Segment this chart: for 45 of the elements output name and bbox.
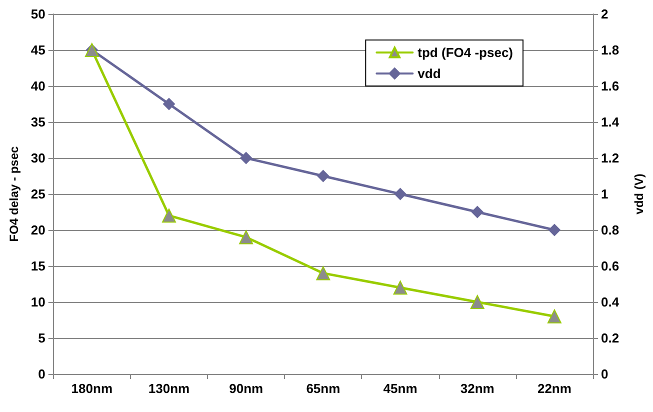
- y-tick-label: 15: [30, 258, 46, 274]
- y-tick-label: 30: [30, 150, 46, 166]
- y2-tick-label: 0.4: [601, 294, 620, 310]
- point: [162, 208, 176, 223]
- x-tick-label: 180nm: [71, 381, 113, 396]
- legend-label: vdd: [418, 66, 441, 81]
- x-tick-label: 32nm: [460, 381, 494, 396]
- point: [317, 170, 330, 182]
- point: [316, 266, 330, 280]
- y2-tick-label: 0.8: [601, 222, 620, 238]
- y2-tick-label: 1: [601, 186, 608, 202]
- point: [239, 230, 254, 244]
- y-axis-title: FO4 delay - psec: [7, 146, 21, 242]
- y2-tick-label: 1.6: [601, 78, 620, 94]
- y-tick-label: 45: [30, 42, 46, 58]
- y2-tick-label: 1.4: [601, 114, 620, 130]
- y2-axis-title: vdd (V): [632, 174, 646, 214]
- y2-tick-label: 2: [601, 6, 608, 22]
- x-tick-label: 22nm: [537, 381, 572, 396]
- y2-tick-label: 0.6: [601, 258, 620, 274]
- x-tick-label: 45nm: [383, 381, 418, 396]
- y2-tick-label: 0: [601, 366, 608, 382]
- point: [471, 206, 484, 218]
- point: [162, 98, 175, 110]
- legend-label: tpd (FO4 -psec): [418, 45, 514, 60]
- y2-tick-label: 1.2: [601, 150, 620, 166]
- y-tick-label: 50: [30, 6, 46, 22]
- x-tick-label: 130nm: [148, 381, 190, 396]
- point: [394, 188, 406, 200]
- point: [548, 224, 560, 236]
- y2-tick-label: 1.8: [601, 42, 620, 58]
- y-tick-label: 5: [38, 330, 46, 346]
- point: [393, 280, 408, 295]
- y-tick-label: 0: [38, 366, 46, 382]
- y-tick-label: 40: [30, 78, 46, 94]
- point: [470, 295, 484, 309]
- y2-tick-label: 0.2: [601, 330, 620, 346]
- x-tick-label: 90nm: [229, 381, 264, 396]
- point: [547, 309, 562, 324]
- point: [240, 152, 252, 164]
- y-tick-label: 25: [30, 186, 46, 202]
- y-tick-label: 20: [30, 222, 46, 238]
- y-tick-label: 10: [30, 294, 46, 310]
- x-tick-label: 65nm: [306, 381, 340, 396]
- y-tick-label: 35: [30, 114, 46, 130]
